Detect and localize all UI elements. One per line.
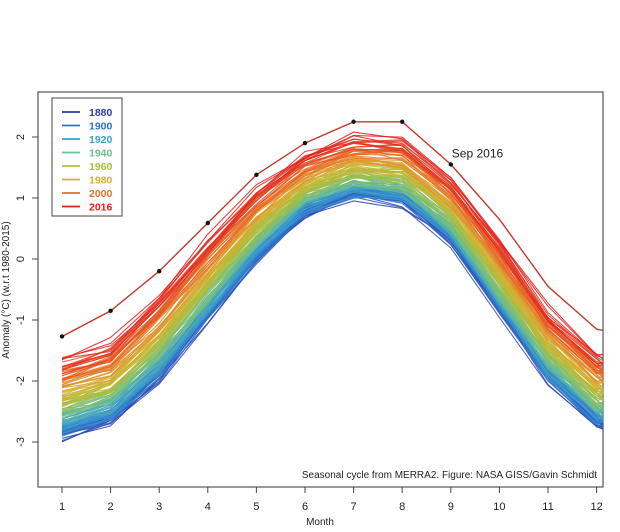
- x-tick-label-7: 7: [351, 501, 357, 513]
- legend-label-1980: 1980: [89, 175, 113, 187]
- y-axis-title: Anomaly (°C) (w.r.t 1980-2015): [1, 221, 12, 358]
- x-tick-label-11: 11: [542, 501, 553, 513]
- x-tick-label-9: 9: [448, 501, 454, 513]
- x-tick-label-8: 8: [399, 501, 405, 513]
- x-tick-label-2: 2: [108, 501, 114, 513]
- x-tick-label-12: 12: [590, 501, 602, 513]
- plot-frame: [37, 91, 604, 488]
- x-tick-label-3: 3: [156, 501, 162, 513]
- ensemble-line-2009: [61, 139, 604, 370]
- point-2016-month-6: [302, 140, 308, 146]
- point-2016-month-5: [254, 172, 259, 178]
- legend-label-2000: 2000: [89, 188, 113, 200]
- ensemble-line-1992: [61, 157, 604, 380]
- legend-label-1900: 1900: [89, 121, 113, 133]
- ensemble-line-2015: [61, 131, 604, 360]
- point-2016-month-7: [351, 119, 356, 124]
- point-2016-month-3: [157, 269, 162, 274]
- y-axis: -3 -2 -1 0 1 2: [15, 134, 38, 447]
- ensemble-line-1953: [61, 174, 604, 406]
- y-tick-label--3: -3: [15, 437, 27, 447]
- series-2016: [59, 119, 604, 339]
- legend-label-2016: 2016: [89, 202, 113, 214]
- ensemble-line-1954: [61, 175, 604, 407]
- legend-label-1940: 1940: [89, 148, 113, 160]
- x-axis: 1 2 3 4 5 6 7 8 9 10 11 12: [59, 487, 603, 513]
- x-axis-title: Month: [306, 517, 334, 528]
- legend-label-1920: 1920: [89, 134, 113, 146]
- y-tick-label-0: 0: [15, 256, 27, 262]
- ensemble-line-1971: [61, 168, 604, 397]
- y-tick-label--2: -2: [15, 376, 27, 386]
- ensemble-line-2014: [61, 134, 604, 361]
- ensemble-lines: [61, 131, 604, 443]
- ensemble-line-2012: [61, 142, 604, 368]
- point-2016-month-4: [205, 220, 210, 226]
- y-tick-label-1: 1: [15, 195, 27, 201]
- x-tick-label-10: 10: [493, 501, 505, 513]
- point-2016-month-9: [448, 162, 453, 167]
- x-tick-label-1: 1: [59, 501, 65, 513]
- point-2016-month-1: [59, 334, 65, 339]
- y-tick-label--1: -1: [15, 315, 27, 325]
- credit-text: Seasonal cycle from MERRA2. Figure: NASA…: [302, 470, 597, 481]
- x-tick-label-6: 6: [302, 501, 308, 513]
- legend-label-1960: 1960: [89, 161, 113, 173]
- ensemble-line-1978: [61, 162, 604, 393]
- point-2016-month-2: [108, 308, 113, 314]
- ensemble-line-1986: [61, 159, 604, 387]
- y-tick-label-2: 2: [15, 134, 27, 140]
- legend-label-1880: 1880: [89, 107, 113, 119]
- ensemble-line-1913: [61, 190, 604, 430]
- point-2016-month-8: [400, 119, 405, 124]
- ensemble-line-1911: [61, 196, 604, 434]
- ensemble-line-1958: [61, 174, 604, 412]
- annotation-sep-2016: Sep 2016: [452, 146, 504, 160]
- x-tick-label-4: 4: [205, 501, 211, 513]
- x-tick-label-5: 5: [253, 501, 259, 513]
- ensemble-line-1984: [61, 156, 604, 388]
- legend-box: [51, 97, 123, 217]
